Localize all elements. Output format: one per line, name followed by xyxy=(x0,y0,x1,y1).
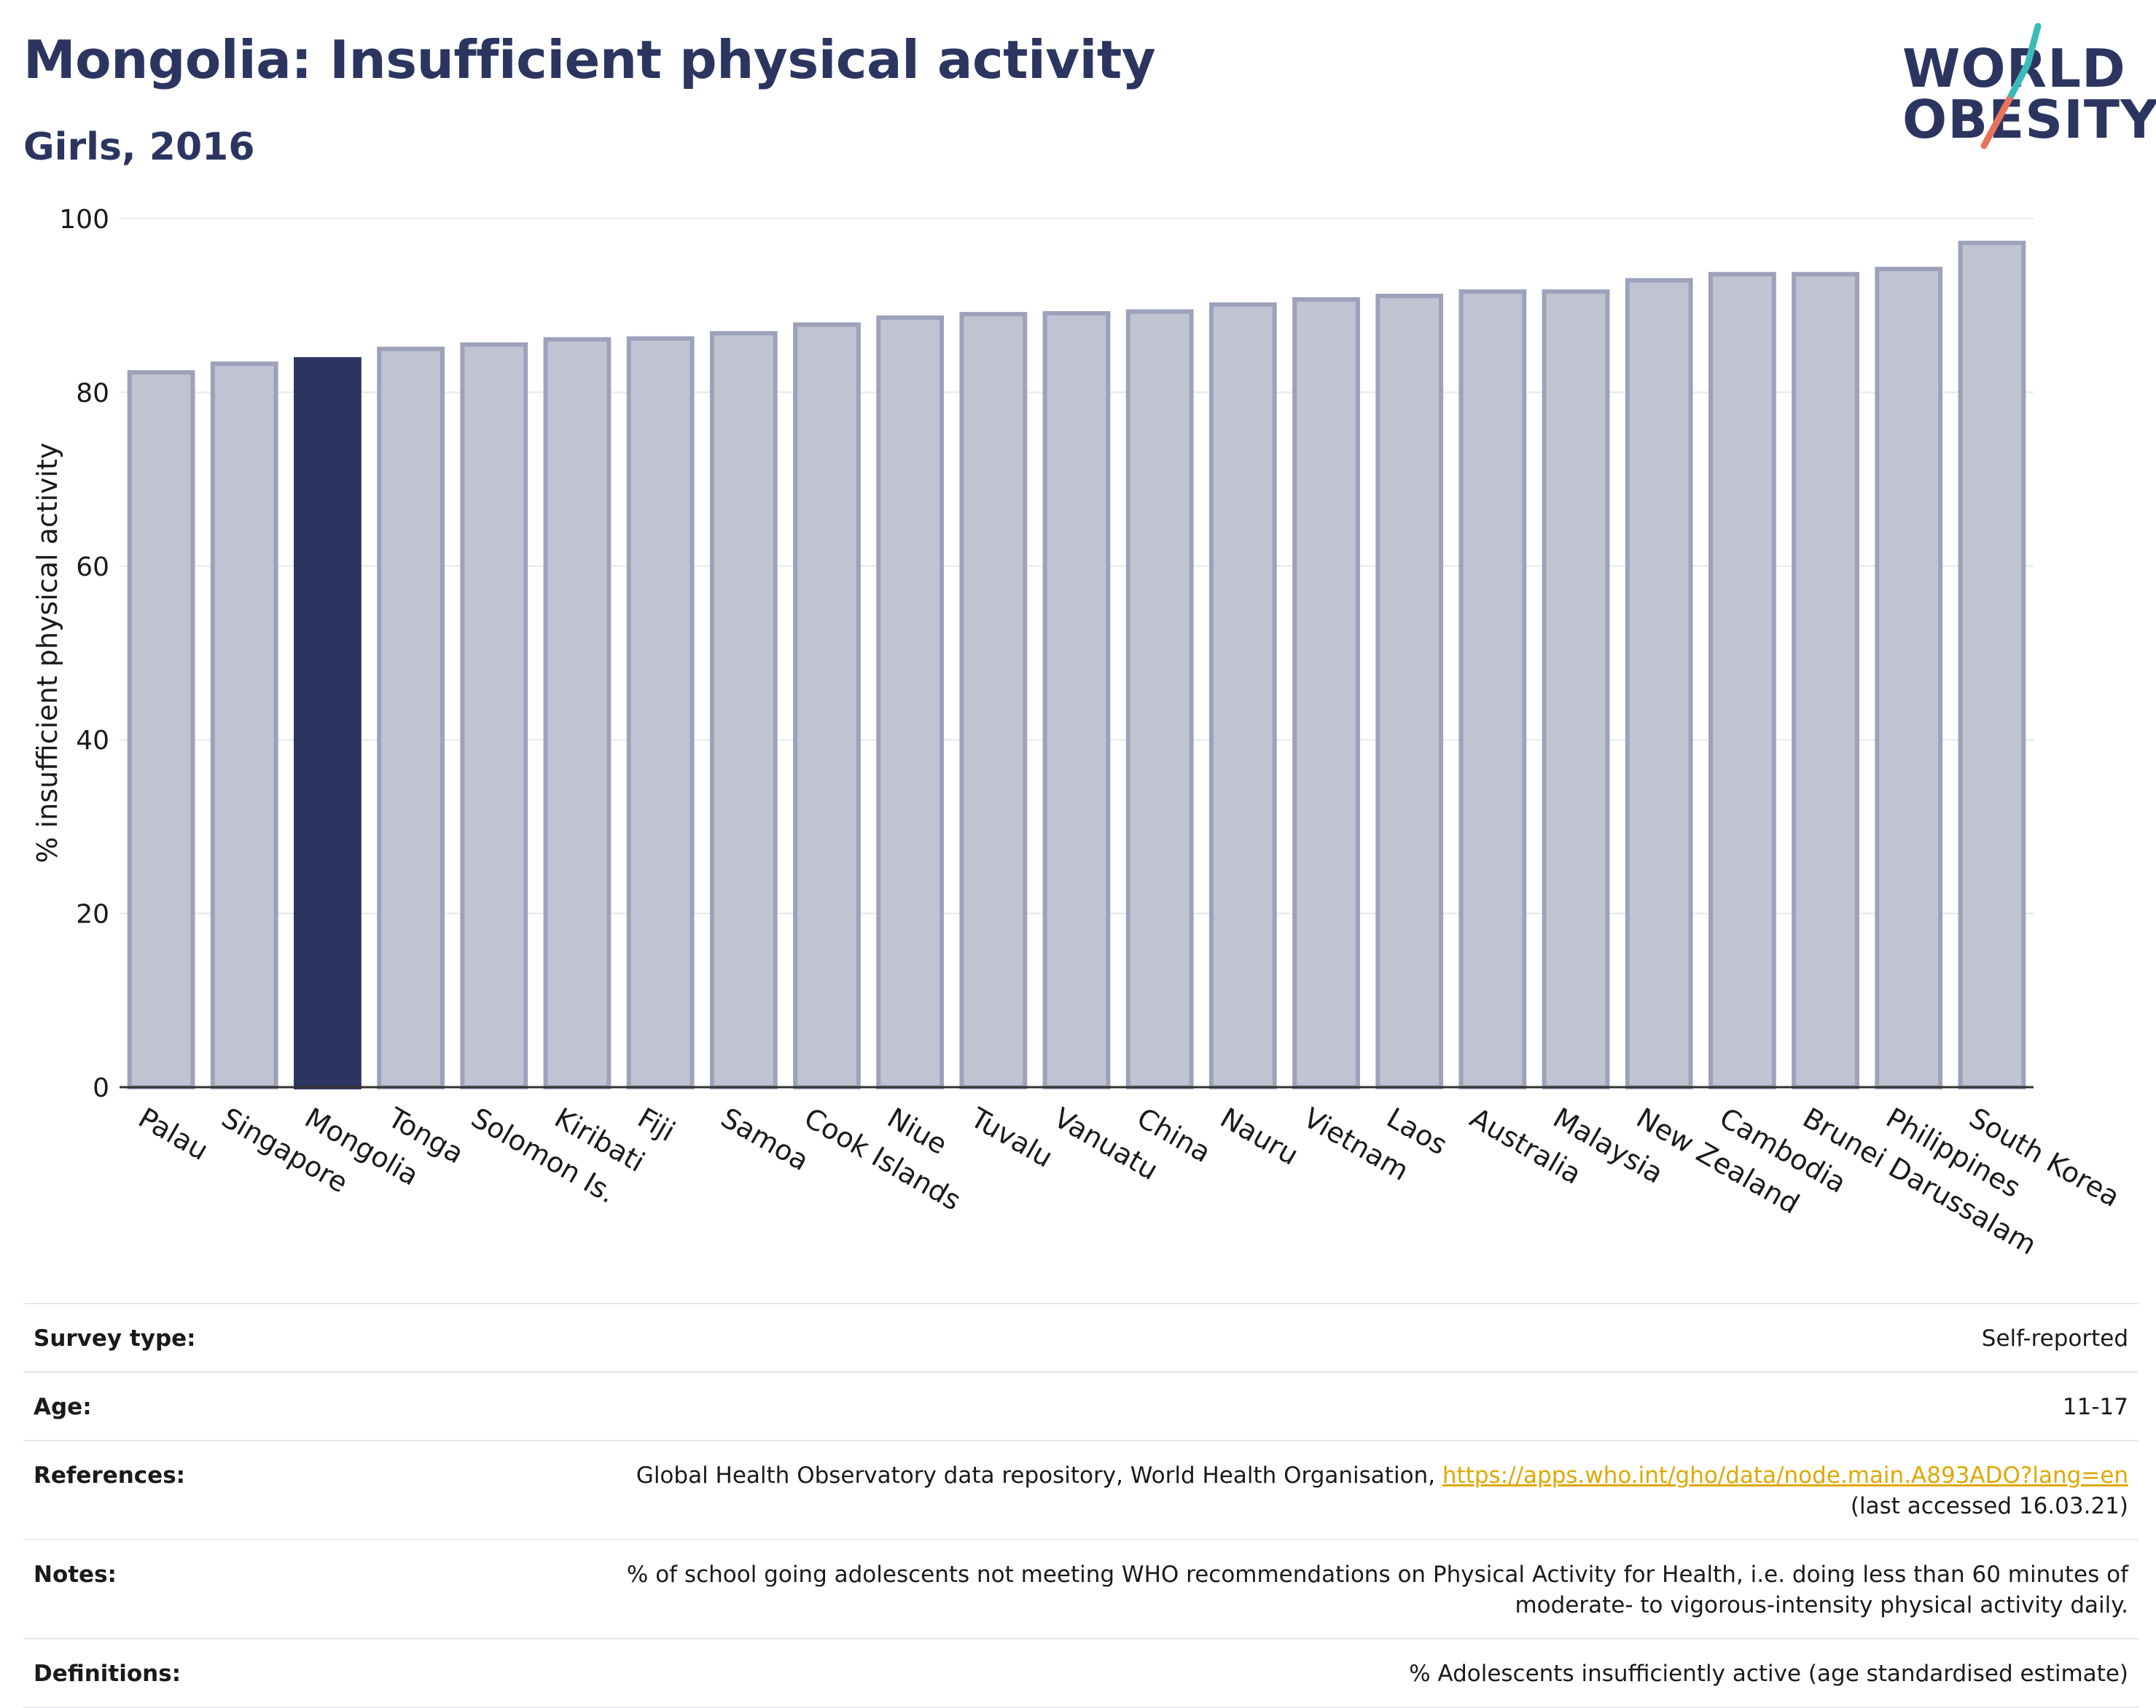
bar-nauru xyxy=(1208,302,1277,1089)
info-table: Survey type: Self-reported Age: 11-17 Re… xyxy=(23,1303,2139,1708)
bar-fiji xyxy=(626,336,695,1090)
x-tick-label: Fiji xyxy=(633,1102,681,1148)
bar-chart: 0 20 40 60 80 100 Palau SingaporeMongoliaTonga… xyxy=(31,205,2125,1261)
info-row-age: Age: 11-17 xyxy=(23,1371,2139,1440)
bar-niue xyxy=(876,315,945,1090)
survey-type-value: Self-reported xyxy=(1981,1325,2128,1352)
bar-samoa xyxy=(709,331,778,1089)
bar-malaysia xyxy=(1542,289,1610,1089)
references-link[interactable]: https://apps.who.int/gho/data/node.main.… xyxy=(1442,1462,2128,1489)
bar-tuvalu xyxy=(959,312,1028,1089)
bar-cook-islands xyxy=(793,322,861,1090)
bar-singapore xyxy=(210,361,278,1089)
bar-australia xyxy=(1458,289,1527,1089)
bar-laos xyxy=(1375,294,1444,1089)
chart-subtitle: Girls, 2016 xyxy=(23,125,255,169)
bar-tonga xyxy=(377,346,445,1089)
chart-title: Mongolia: Insufficient physical activity xyxy=(23,29,1156,90)
info-row-notes: Notes: % of school going adolescents not… xyxy=(23,1539,2139,1638)
notes-line-1: % of school going adolescents not meetin… xyxy=(626,1562,2128,1588)
bar-vietnam xyxy=(1292,297,1360,1090)
info-row-survey-type: Survey type: Self-reported xyxy=(23,1303,2139,1371)
x-tick-label: Palau xyxy=(133,1102,214,1167)
notes-line-2: moderate- to vigorous-intensity physical… xyxy=(1515,1592,2128,1618)
bar-palau xyxy=(127,369,195,1089)
y-tick-labels: 0 20 40 60 80 100 xyxy=(59,205,109,1103)
references-label: References: xyxy=(34,1462,186,1489)
notes-value: % of school going adolescents not meetin… xyxy=(627,1559,2128,1621)
bars xyxy=(127,240,2026,1090)
age-value: 11-17 xyxy=(2062,1394,2128,1420)
x-tick-label: Nauru xyxy=(1215,1102,1304,1172)
bar-south-korea xyxy=(1958,240,2026,1090)
references-value: Global Health Observatory data repositor… xyxy=(636,1460,2128,1521)
age-label: Age: xyxy=(34,1394,92,1420)
survey-type-label: Survey type: xyxy=(34,1325,196,1352)
y-tick-label: 0 xyxy=(93,1073,109,1103)
x-tick-label: Samoa xyxy=(716,1102,814,1178)
y-axis-label: % insufficient physical activity xyxy=(31,442,63,863)
info-row-references: References: Global Health Observatory da… xyxy=(23,1440,2139,1539)
y-tick-label: 80 xyxy=(76,378,109,408)
y-tick-label: 40 xyxy=(76,726,109,756)
definitions-label: Definitions: xyxy=(34,1661,181,1687)
bar-cambodia xyxy=(1708,272,1776,1090)
bar-solomon-is xyxy=(460,342,528,1089)
definitions-value: % Adolescents insufficiently active (age… xyxy=(1409,1661,2128,1687)
logo-word-obesity: OBESITY xyxy=(1902,89,2156,150)
world-obesity-logo: WORLD OBESITY xyxy=(1902,22,2156,160)
bar-brunei-darussalam xyxy=(1792,272,1859,1090)
bar-china xyxy=(1125,309,1194,1090)
x-tick-label: Cook Islands xyxy=(799,1102,966,1217)
info-row-definitions: Definitions: % Adolescents insufficientl… xyxy=(23,1638,2139,1708)
notes-label: Notes: xyxy=(34,1562,117,1588)
bar-new-zealand xyxy=(1625,278,1693,1090)
logo-slash-icon xyxy=(1980,23,2042,149)
x-tick-label: Tuvalu xyxy=(964,1101,1058,1174)
references-text: Global Health Observatory data repositor… xyxy=(636,1462,1442,1489)
y-tick-label: 100 xyxy=(59,205,109,235)
bar-kiribati xyxy=(543,337,612,1089)
y-tick-label: 60 xyxy=(76,552,109,582)
y-tick-label: 20 xyxy=(76,900,109,930)
bar-philippines xyxy=(1875,267,1943,1089)
references-accessed: (last accessed 16.03.21) xyxy=(1850,1493,2128,1519)
bar-vanuatu xyxy=(1042,310,1111,1090)
bar-mongolia xyxy=(294,357,362,1089)
